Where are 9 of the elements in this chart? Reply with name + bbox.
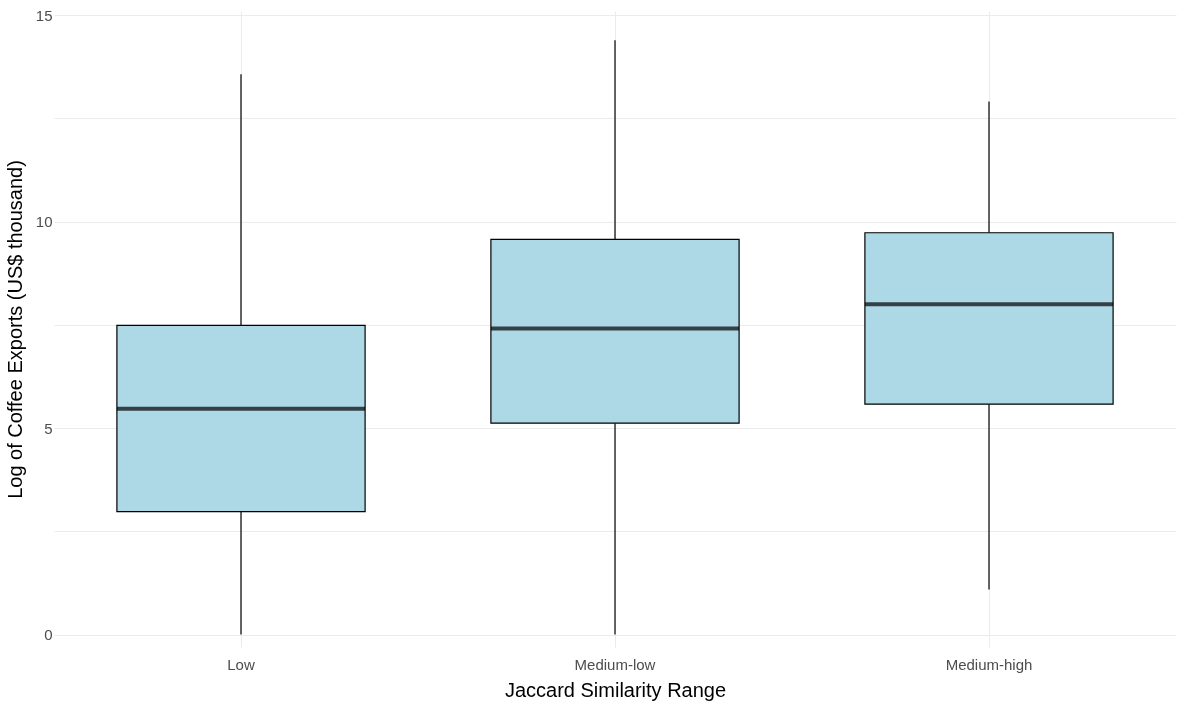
- x-tick-label: Medium-high: [945, 655, 1033, 673]
- y-tick-label: 5: [44, 419, 53, 437]
- x-tick-label: Medium-low: [574, 655, 656, 673]
- y-tick-label: 0: [44, 626, 53, 644]
- x-tick-label: Low: [227, 655, 255, 673]
- y-tick-label: 15: [35, 6, 53, 24]
- y-axis-title: Log of Coffee Exports (US$ thousand): [3, 160, 26, 499]
- x-axis-title: Jaccard Similarity Range: [504, 678, 727, 701]
- y-tick-label: 10: [35, 213, 53, 231]
